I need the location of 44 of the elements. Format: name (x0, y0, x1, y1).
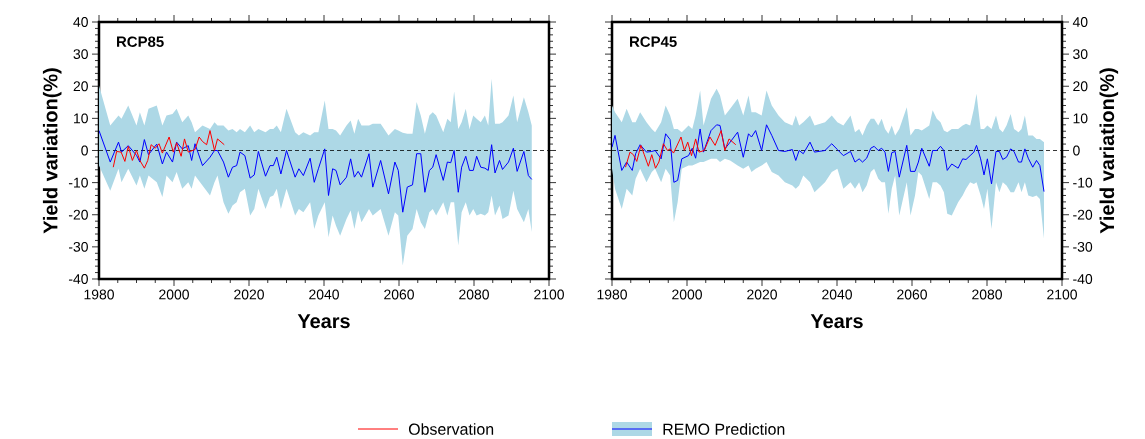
y-tick-label: -40 (68, 274, 88, 284)
x-axis-title: Years (297, 314, 350, 329)
y2-tick-label: -20 (1073, 209, 1093, 220)
x-axis-title: Years (810, 314, 863, 329)
x-tick-label: 2020 (234, 289, 264, 300)
x-tick-label: 2060 (384, 289, 414, 300)
y-tick-label: -30 (68, 241, 88, 252)
y2-tick-label: -30 (1073, 241, 1093, 252)
y-tick-label: 40 (73, 17, 88, 27)
x-tick-label: 2040 (309, 289, 339, 300)
y2-tick-label: -10 (1073, 177, 1093, 188)
y2-tick-label: -40 (1073, 274, 1093, 284)
legend-label: REMO Prediction (663, 423, 785, 435)
text: RCP45 (630, 36, 677, 48)
x-tick-label: 2100 (1047, 289, 1077, 300)
line-series (625, 130, 737, 169)
x-tick-label: 2080 (459, 289, 489, 300)
x-tick-label: 2080 (972, 289, 1002, 300)
x-tick-label: 2000 (159, 289, 189, 300)
x-tick-label: 2060 (897, 289, 927, 300)
y-tick-label: 30 (73, 49, 88, 60)
x-tick-label: 1980 (84, 289, 114, 300)
y-tick-label: 20 (73, 81, 88, 92)
legend-label: Observation (408, 423, 494, 435)
y-axis-title: Yield variation(%) (42, 68, 62, 234)
y2-tick-label: 30 (1073, 49, 1088, 60)
text: RCP85 (117, 36, 164, 48)
y-tick-label: 0 (81, 145, 88, 156)
x-tick-label: 1980 (597, 289, 627, 300)
line-series (99, 130, 533, 213)
line-series (612, 124, 1045, 193)
y-tick-label: -20 (68, 209, 88, 220)
y2-tick-label: 40 (1072, 17, 1088, 27)
x-tick-label: 2020 (747, 289, 777, 300)
y2-axis-title: Yield variation(%) (1099, 68, 1119, 234)
x-tick-label: 2100 (534, 289, 564, 300)
y2-tick-label: 0 (1073, 145, 1080, 156)
line-series (112, 130, 225, 169)
y2-tick-label: 20 (1073, 81, 1088, 92)
y-tick-label: 10 (74, 113, 88, 124)
y2-tick-label: 10 (1073, 113, 1088, 124)
x-tick-label: 2000 (672, 289, 702, 300)
y-tick-label: -10 (68, 177, 88, 188)
x-tick-label: 2040 (822, 289, 852, 300)
